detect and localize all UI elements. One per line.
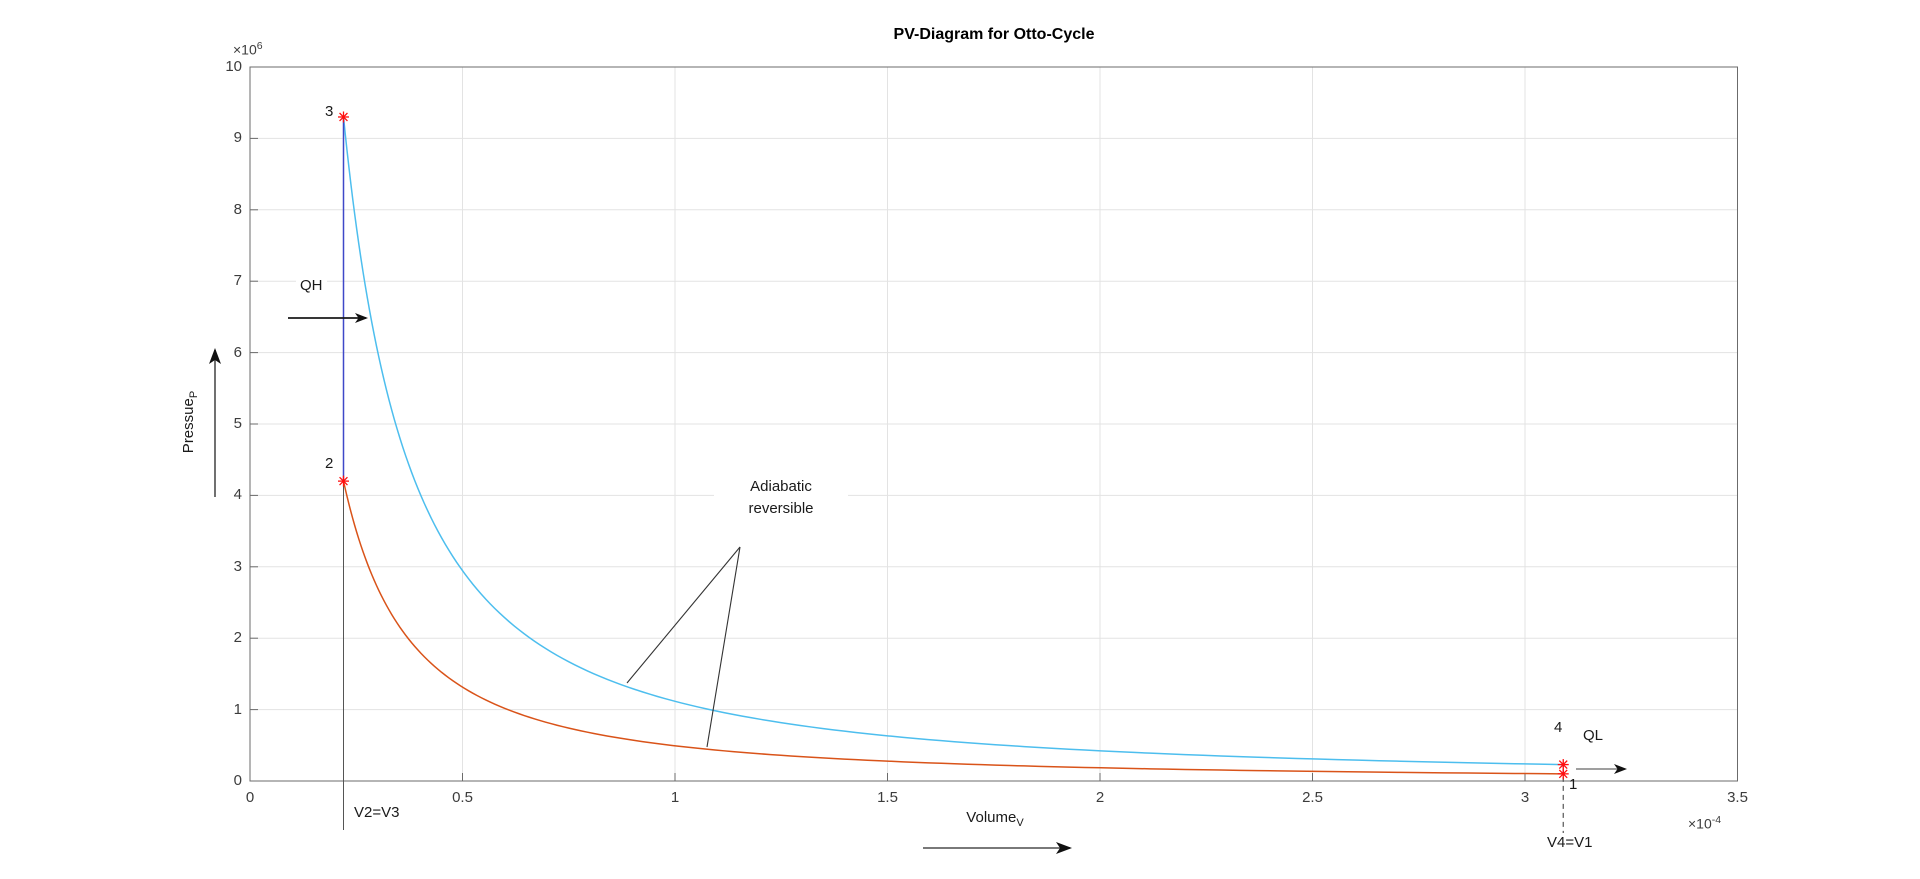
y-tick-label: 0 — [233, 772, 242, 789]
adiabatic-reversible-label: Adiabatic reversible — [714, 474, 848, 522]
x-tick-label: 2 — [1095, 789, 1105, 806]
x-tick-label: 0.5 — [452, 789, 473, 806]
x-tick-label: 3 — [1520, 789, 1530, 806]
chart-title: PV-Diagram for Otto-Cycle — [893, 26, 1095, 43]
point-4-label: 4 — [1550, 718, 1567, 737]
y-axis-label-sub: P — [188, 390, 200, 399]
point-3-label: 3 — [321, 102, 338, 121]
y-tick-label: 2 — [233, 629, 242, 647]
x-tick-label: 0 — [245, 789, 255, 806]
x-axis-label: VolumeV — [940, 809, 1050, 829]
y-exp-base: ×10 — [233, 41, 257, 58]
x-exp-power: -4 — [1711, 814, 1722, 826]
x-axis-label-sub: V — [1016, 817, 1024, 829]
v4-v1-label: V4=V1 — [1543, 833, 1597, 852]
x-axis-exponent: ×10-4 — [1688, 814, 1721, 832]
marker-point-1 — [1557, 768, 1569, 780]
y-tick-label: 5 — [233, 415, 242, 432]
y-tick-label: 1 — [233, 700, 242, 718]
qh-label: QH — [296, 276, 327, 295]
adiabatic-label-line1: Adiabatic — [750, 478, 812, 495]
point-2-label: 2 — [321, 454, 338, 473]
x-tick-label: 1 — [670, 789, 680, 806]
adiabatic-pointer-upper — [626, 546, 741, 684]
v2-v3-label: V2=V3 — [350, 803, 404, 822]
y-tick-label: 7 — [233, 272, 242, 290]
y-tick-label: 9 — [233, 129, 242, 147]
marker-point-2 — [338, 475, 349, 487]
adiabatic-pointer-lower — [706, 546, 741, 748]
y-tick-label: 3 — [233, 557, 242, 575]
curve-adiabatic-expansion-3-4 — [342, 116, 1564, 766]
y-tick-label: 8 — [233, 200, 242, 218]
point-1-label: 1 — [1569, 776, 1578, 793]
y-exp-power: 6 — [256, 40, 263, 52]
x-exp-base: ×10 — [1688, 815, 1712, 832]
y-tick-label: 4 — [233, 486, 242, 504]
y-tick-label: 10 — [225, 58, 242, 75]
adiabatic-label-line2: reversible — [748, 500, 814, 517]
y-tick-label: 6 — [233, 343, 242, 361]
curve-adiabatic-compression-2-1 — [342, 480, 1564, 775]
x-axis-label-text: Volume — [966, 809, 1017, 826]
marker-point-4 — [1557, 759, 1569, 771]
marker-point-3 — [338, 111, 349, 123]
x-tick-label: 3.5 — [1727, 789, 1748, 806]
ql-label: QL — [1579, 726, 1608, 745]
x-tick-label: 2.5 — [1302, 789, 1323, 806]
y-axis-exponent: ×106 — [233, 40, 263, 58]
x-tick-label: 1.5 — [877, 789, 898, 806]
